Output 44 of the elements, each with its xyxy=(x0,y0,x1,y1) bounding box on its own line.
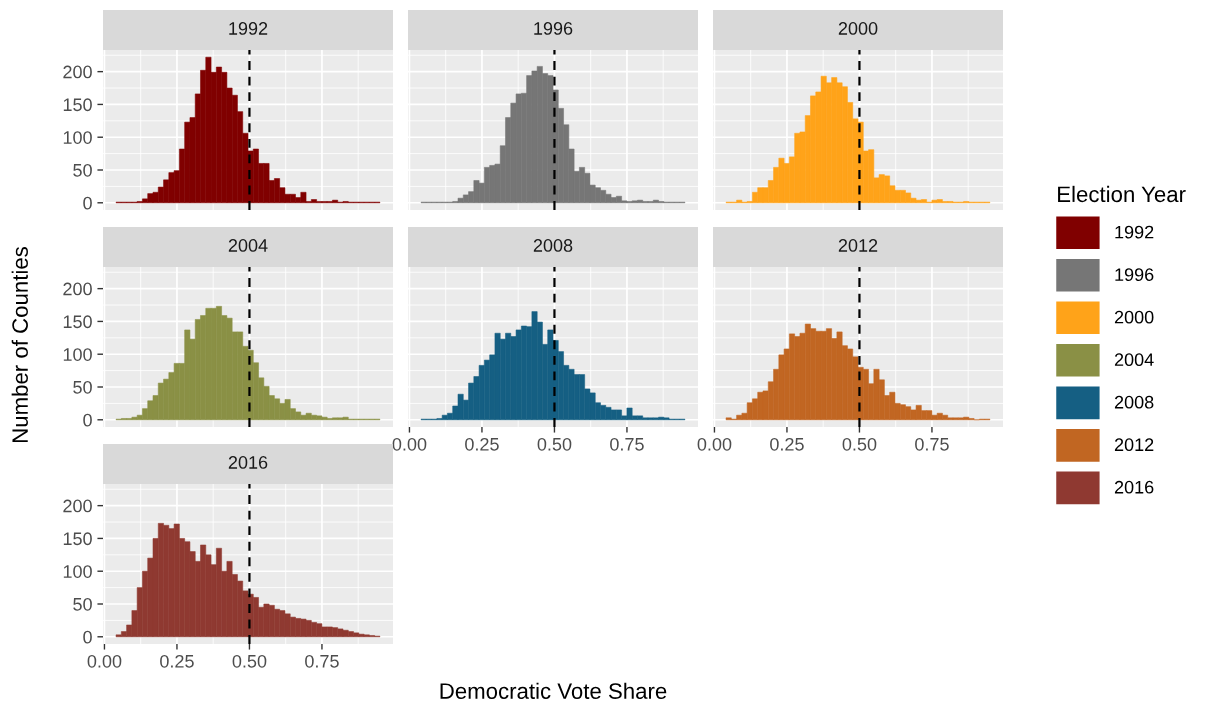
y-tick-label: 200 xyxy=(63,65,92,79)
x-tick-label: 0.50 xyxy=(537,437,572,451)
legend-label: 1992 xyxy=(1115,225,1154,239)
y-tick-label: 0 xyxy=(83,413,92,427)
legend-label: 2008 xyxy=(1114,395,1154,409)
y-tick-label: 0 xyxy=(83,630,92,644)
y-tick-label: 100 xyxy=(63,565,92,578)
y-tick-label: 50 xyxy=(73,597,92,611)
y-axis-title: Number of Counties xyxy=(11,246,28,442)
chart-title: 2016 xyxy=(228,456,268,469)
chart-title: 1996 xyxy=(534,22,573,35)
x-tick-label: 0.25 xyxy=(160,654,194,668)
x-tick-label: 0.50 xyxy=(842,437,877,451)
x-tick-label: 0.75 xyxy=(610,437,644,451)
y-tick-label: 100 xyxy=(63,131,92,144)
x-tick-label: 0.00 xyxy=(392,437,427,451)
y-tick-label: 150 xyxy=(63,98,92,112)
y-tick-label: 200 xyxy=(63,282,92,296)
legend-label: 2016 xyxy=(1114,480,1154,494)
y-tick-label: 150 xyxy=(63,532,92,546)
chart-title: 2012 xyxy=(838,239,878,252)
x-tick-label: 0.75 xyxy=(305,654,339,668)
chart-title: 2004 xyxy=(228,239,268,252)
y-tick-label: 0 xyxy=(83,196,92,210)
chart-title: 2008 xyxy=(533,239,573,252)
legend-label: 2004 xyxy=(1114,353,1154,367)
x-tick-label: 0.00 xyxy=(87,654,122,668)
x-tick-label: 0.00 xyxy=(697,437,732,451)
legend-label: 1996 xyxy=(1115,268,1154,282)
y-tick-label: 100 xyxy=(63,348,92,361)
y-tick-label: 50 xyxy=(73,380,92,394)
x-tick-label: 0.25 xyxy=(465,437,499,451)
chart-title: 1992 xyxy=(229,22,268,35)
y-tick-label: 150 xyxy=(63,315,92,329)
x-tick-label: 0.25 xyxy=(770,437,804,451)
x-tick-label: 0.50 xyxy=(232,654,267,668)
x-axis-title: Democratic Vote Share xyxy=(440,682,667,699)
legend-title: Election Year xyxy=(1058,185,1186,203)
y-tick-label: 200 xyxy=(63,499,92,513)
legend-label: 2000 xyxy=(1114,310,1154,324)
chart-title: 2000 xyxy=(838,22,878,35)
legend-label: 2012 xyxy=(1114,438,1154,452)
y-tick-label: 50 xyxy=(73,163,92,177)
x-tick-label: 0.75 xyxy=(915,437,949,451)
